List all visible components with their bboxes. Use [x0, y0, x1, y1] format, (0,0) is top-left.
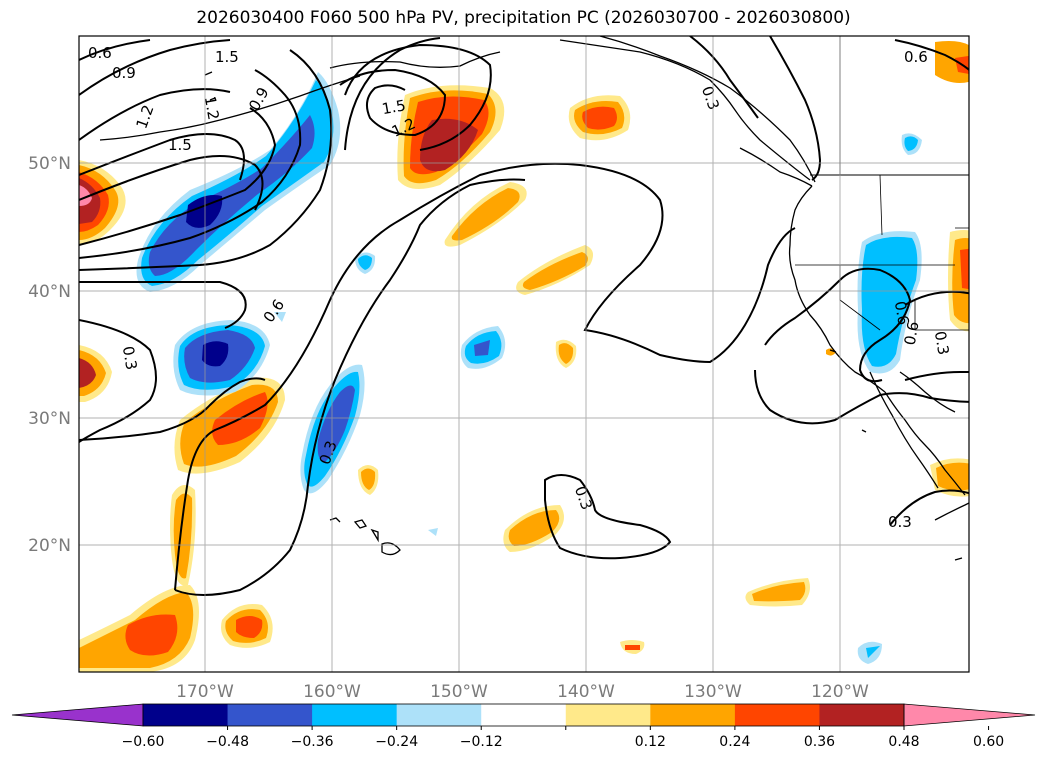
colorbar-box: [819, 704, 905, 726]
colorbar: −0.60 −0.48 −0.36 −0.24 −0.12 0.12 0.24 0.36 0.4…: [11, 703, 1036, 750]
map-title: 2026030400 F060 500 hPa PV, precipitatio…: [196, 8, 851, 28]
colorbar-box: [143, 704, 229, 726]
lon-label: 140°W: [557, 682, 615, 702]
colorbar-box: [396, 704, 482, 726]
colorbar-box: [481, 704, 567, 726]
contour-label: 0.6: [904, 48, 928, 66]
colorbar-tick-label: −0.24: [375, 734, 418, 750]
lat-label: 40°N: [28, 282, 71, 302]
contour-label: 0.9: [112, 64, 136, 82]
lon-labels: 170°W 160°W 150°W 140°W 130°W 120°W: [176, 682, 869, 702]
colorbar-extend-high: [903, 703, 1036, 727]
colorbar-frame: [142, 703, 905, 727]
colorbar-tick-label: 0.12: [635, 734, 666, 750]
map-frame: [78, 35, 970, 673]
contour-label: 0.3: [931, 330, 953, 357]
lon-label: 160°W: [303, 682, 361, 702]
colorbar-box: [650, 704, 736, 726]
contour-label: 0.3: [888, 513, 912, 531]
colorbar-box: [734, 704, 820, 726]
contour-labels: 0.6 0.9 1.5 1.2 1.2 0.9 1.5 1.2 1.5 0.3 …: [88, 44, 953, 531]
contour-label: 1.5: [168, 136, 192, 154]
contour-label: 0.6: [891, 300, 913, 327]
pv-contours: [79, 36, 969, 596]
colorbar-tick-label: 0.60: [973, 734, 1004, 750]
colorbar-box: [312, 704, 398, 726]
colorbar-tick-label: −0.60: [122, 734, 165, 750]
contour-label: 0.6: [901, 320, 923, 347]
colorbar-extend-low: [11, 703, 144, 727]
colorbar-tick-label: 0.48: [888, 734, 919, 750]
lon-label: 150°W: [430, 682, 488, 702]
colorbar-tick-label: −0.48: [206, 734, 249, 750]
contour-label: 1.5: [215, 48, 239, 66]
lat-label: 50°N: [28, 154, 71, 174]
colorbar-tick-label: 0.36: [804, 734, 835, 750]
contour-label: 1.2: [201, 95, 223, 122]
colorbar-box: [227, 704, 313, 726]
lat-label: 20°N: [28, 536, 71, 556]
lon-label: 120°W: [811, 682, 869, 702]
contour-label: 1.5: [380, 96, 407, 118]
lon-label: 170°W: [176, 682, 234, 702]
colorbar-tick-label: 0.24: [719, 734, 750, 750]
colorbar-tick-label: −0.36: [291, 734, 334, 750]
lat-label: 30°N: [28, 409, 71, 429]
precip-shading: [79, 41, 969, 672]
colorbar-box: [565, 704, 651, 726]
gridlines: [79, 36, 969, 672]
colorbar-tick-label: −0.12: [460, 734, 503, 750]
contour-label: 0.3: [119, 345, 141, 372]
contour-label: 0.6: [88, 44, 112, 62]
lon-label: 130°W: [684, 682, 742, 702]
lat-labels: 50°N 40°N 30°N 20°N: [28, 154, 71, 556]
